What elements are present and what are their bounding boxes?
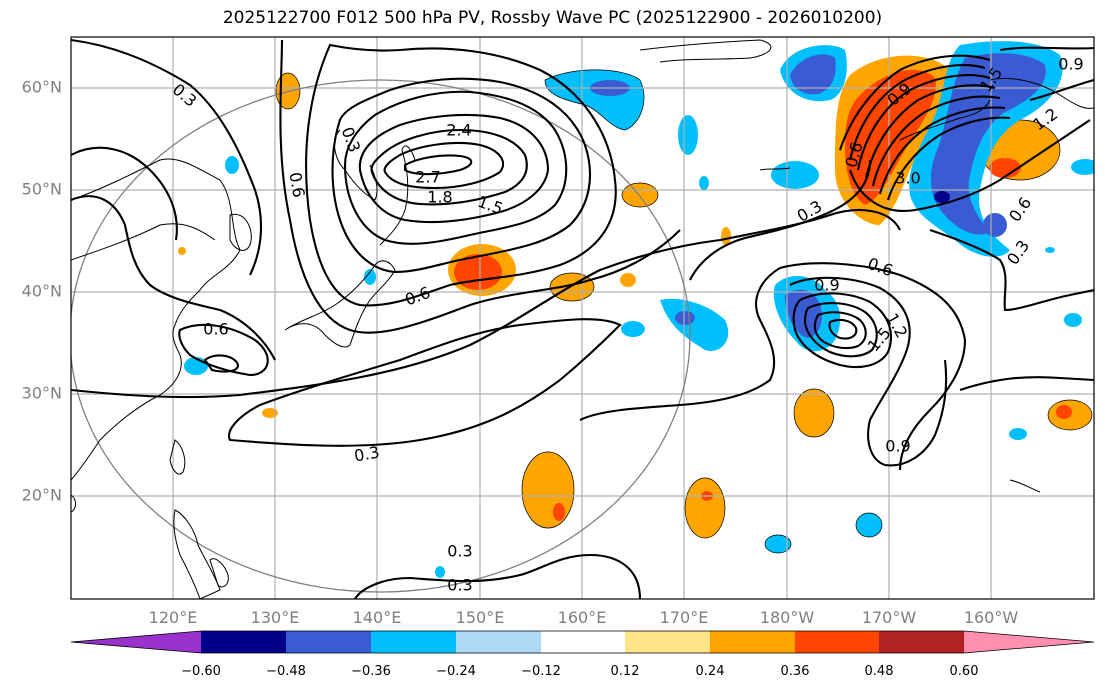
colorbar-tick-label: −0.48	[266, 664, 306, 679]
svg-text:2.7: 2.7	[415, 168, 440, 187]
graticule	[71, 37, 1094, 599]
colorbar-tick-label: 0.36	[781, 664, 810, 679]
colorbar-segment	[541, 631, 625, 653]
svg-text:1.8: 1.8	[427, 188, 452, 207]
lon-label: 120°E	[149, 608, 198, 627]
svg-text:2.4: 2.4	[446, 121, 471, 140]
colorbar-segment	[371, 631, 456, 653]
colorbar-tick-label: 0.48	[865, 664, 894, 679]
lon-label: 170°E	[660, 608, 709, 627]
coastlines	[71, 39, 1094, 599]
colorbar-tick-label: 0.12	[611, 664, 640, 679]
svg-text:0.6: 0.6	[203, 320, 228, 339]
lon-label: 140°E	[353, 608, 402, 627]
colorbar-tick-label: 0.60	[950, 664, 979, 679]
svg-text:0.9: 0.9	[1058, 55, 1083, 74]
map-title: 2025122700 F012 500 hPa PV, Rossby Wave …	[222, 8, 883, 28]
svg-text:3.0: 3.0	[895, 169, 920, 188]
svg-text:0.3: 0.3	[447, 576, 472, 595]
colorbar-outline	[70, 630, 1095, 654]
colorbar-tick-label: −0.24	[436, 664, 476, 679]
lon-label: 150°E	[456, 608, 505, 627]
colorbar-segment	[964, 631, 1094, 653]
lon-label: 130°E	[251, 608, 300, 627]
colorbar-tick-label: −0.36	[351, 664, 391, 679]
lat-label: 60°N	[22, 78, 62, 97]
colorbar-tick-label: −0.12	[521, 664, 561, 679]
svg-text:0.3: 0.3	[353, 442, 381, 465]
svg-text:0.9: 0.9	[885, 437, 910, 456]
colorbar-segment	[286, 631, 371, 653]
lon-label: 160°E	[558, 608, 607, 627]
colorbar-segment	[456, 631, 541, 653]
colorbar-segment	[710, 631, 795, 653]
lat-label: 20°N	[22, 486, 62, 505]
domain-circle	[71, 79, 691, 593]
colorbar-segment	[201, 631, 286, 653]
longitude-labels: 120°E 130°E 140°E 150°E 160°E 170°E 180°…	[149, 608, 1019, 627]
colorbar	[70, 630, 1095, 654]
colorbar-segment	[71, 631, 201, 653]
colorbar-segment	[625, 631, 710, 653]
colorbar-tick-labels: −0.60 −0.48 −0.36 −0.24 −0.12 0.12 0.24 …	[181, 664, 978, 679]
lon-label: 160°W	[964, 608, 1019, 627]
latitude-labels: 60°N 50°N 40°N 30°N 20°N	[22, 78, 62, 505]
colorbar-segment	[795, 631, 879, 653]
lon-label: 180°W	[760, 608, 815, 627]
lat-label: 50°N	[22, 180, 62, 199]
lat-label: 40°N	[22, 282, 62, 301]
colorbar-segment	[879, 631, 964, 653]
map-frame	[70, 36, 1095, 600]
colorbar-tick-label: −0.60	[181, 664, 221, 679]
colorbar-tick-label: 0.24	[696, 664, 725, 679]
lat-label: 30°N	[22, 384, 62, 403]
pv-contours	[71, 38, 1094, 599]
lon-label: 170°W	[862, 608, 917, 627]
svg-text:0.9: 0.9	[814, 276, 839, 295]
svg-text:0.3: 0.3	[447, 542, 472, 561]
svg-text:0.6: 0.6	[285, 171, 308, 199]
